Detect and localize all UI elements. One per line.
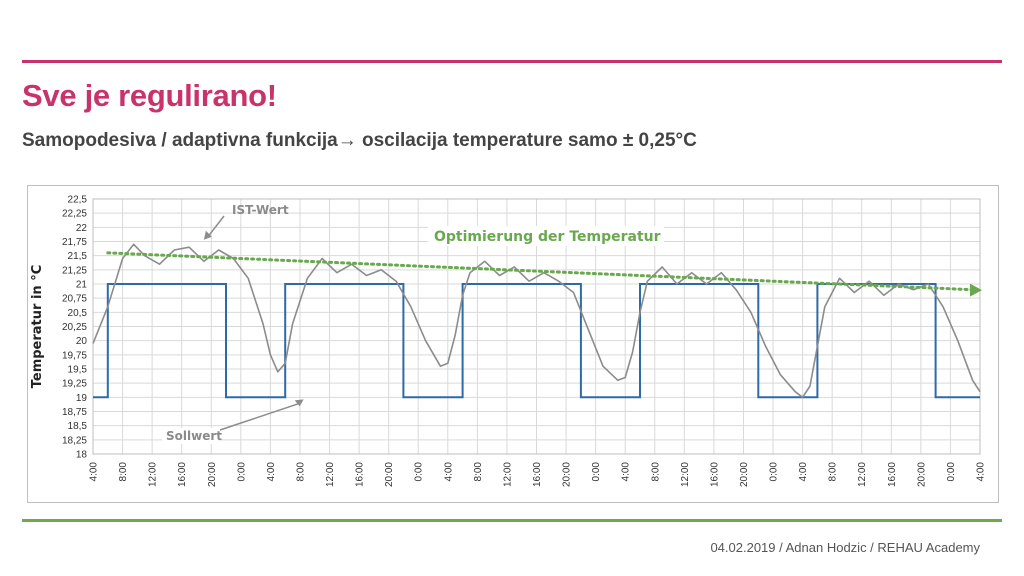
y-tick-label: 20: [76, 336, 88, 347]
x-tick-label: 20:00: [207, 462, 218, 487]
y-tick-label: 22,5: [68, 195, 88, 206]
x-tick-label: 12:00: [325, 462, 336, 487]
trend-line: [106, 251, 974, 292]
x-tick-label: 0:00: [236, 462, 247, 482]
x-tick-label: 8:00: [118, 462, 129, 482]
y-tick-label: 22,25: [62, 209, 87, 220]
x-tick-label: 4:00: [976, 462, 987, 482]
x-tick-label: 8:00: [828, 462, 839, 482]
footer-credit: 04.02.2019 / Adnan Hodzic / REHAU Academ…: [710, 540, 980, 555]
y-tick-label: 21,25: [62, 265, 87, 276]
x-tick-label: 20:00: [916, 462, 927, 487]
y-tick-label: 21,5: [68, 251, 88, 262]
y-tick-label: 18: [76, 450, 88, 461]
y-tick-label: 19,75: [62, 350, 87, 361]
x-tick-label: 12:00: [857, 462, 868, 487]
y-tick-label: 18,75: [62, 407, 87, 418]
x-tick-label: 0:00: [414, 462, 425, 482]
x-tick-label: 0:00: [769, 462, 780, 482]
top-rule: [22, 60, 1002, 63]
x-tick-label: 8:00: [295, 462, 306, 482]
trend-label-bg: [428, 226, 664, 246]
x-tick-label: 16:00: [532, 462, 543, 487]
y-tick-label: 18,25: [62, 435, 87, 446]
sollwert-label-bg: [162, 428, 218, 444]
x-tick-label: 12:00: [148, 462, 159, 487]
x-tick-label: 16:00: [709, 462, 720, 487]
y-tick-label: 22: [76, 223, 88, 234]
x-tick-label: 4:00: [798, 462, 809, 482]
trend-label: Optimierung der Temperatur: [434, 229, 661, 245]
sollwert-line: [93, 283, 980, 399]
x-tick-label: 16:00: [887, 462, 898, 487]
x-tick-label: 12:00: [680, 462, 691, 487]
y-axis-label: Temperatur in °C: [30, 265, 45, 389]
y-tick-label: 21: [76, 280, 88, 291]
y-tick-label: 19,5: [68, 365, 88, 376]
ist-wert-label: IST-Wert: [232, 203, 289, 217]
ist-wert-pointer-head: [203, 230, 212, 240]
x-tick-label: 20:00: [739, 462, 750, 487]
slide-subtitle: Samopodesiva / adaptivna funkcija→ oscil…: [22, 130, 697, 151]
x-tick-label: 16:00: [177, 462, 188, 487]
x-tick-label: 16:00: [355, 462, 366, 487]
trend-arrowhead: [970, 283, 982, 297]
y-tick-label: 20,75: [62, 294, 87, 305]
y-tick-label: 19,25: [62, 379, 87, 390]
slide-title: Sve je regulirano!: [22, 78, 277, 113]
y-tick-label: 20,5: [68, 308, 88, 319]
ist-wert-pointer: [207, 215, 225, 238]
x-tick-label: 4:00: [266, 462, 277, 482]
x-tick-label: 4:00: [443, 462, 454, 482]
x-tick-label: 20:00: [384, 462, 395, 487]
y-tick-label: 19: [76, 393, 88, 404]
bottom-rule: [22, 519, 1002, 522]
temperature-chart: 18 18,25 18,5 18,75 19 19,25 19,5 19,75 20 20,25 2…: [30, 195, 987, 488]
sollwert-pointer-head: [294, 399, 304, 407]
x-tick-label: 0:00: [946, 462, 957, 482]
sollwert-pointer: [219, 402, 300, 431]
sollwert-label: Sollwert: [166, 429, 222, 443]
y-tick-label: 21,75: [62, 237, 87, 248]
x-tick-label: 4:00: [621, 462, 632, 482]
x-tick-label: 4:00: [89, 462, 100, 482]
y-tick-label: 18,5: [68, 421, 88, 432]
y-tick-label: 20,25: [62, 322, 87, 333]
x-tick-label: 8:00: [650, 462, 661, 482]
x-tick-label: 20:00: [562, 462, 573, 487]
x-tick-label: 12:00: [502, 462, 513, 487]
x-tick-label: 0:00: [591, 462, 602, 482]
istwert-line: [92, 243, 981, 399]
plot-area: [92, 198, 981, 455]
x-tick-label: 8:00: [473, 462, 484, 482]
